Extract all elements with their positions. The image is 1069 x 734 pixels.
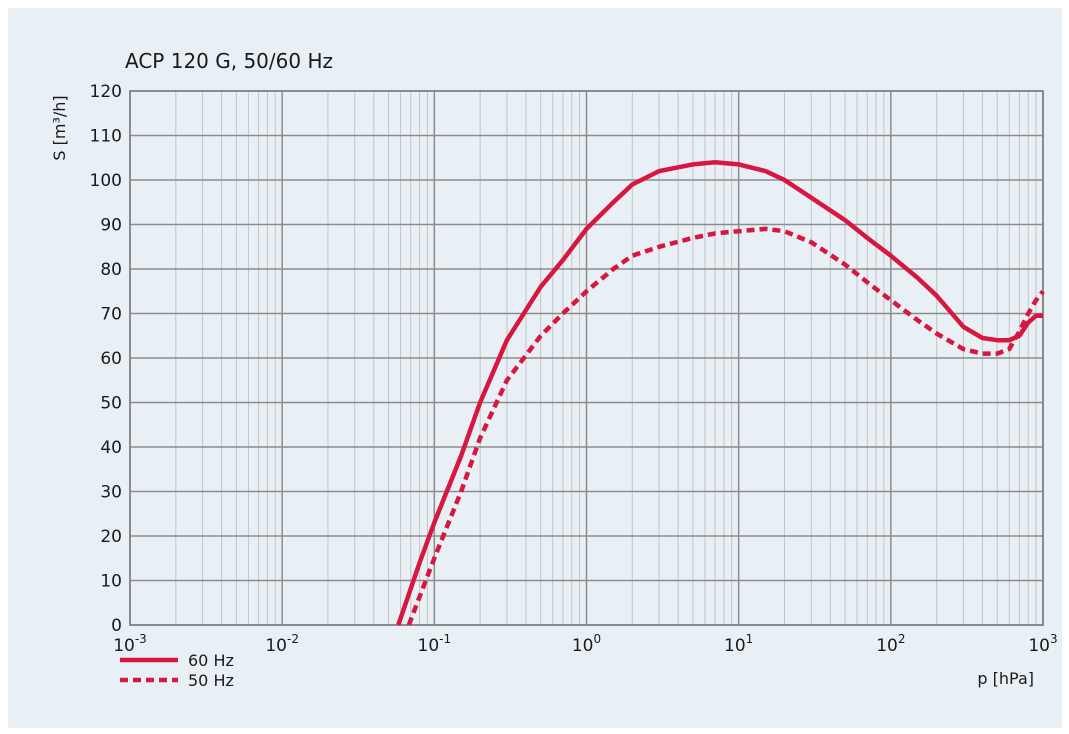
line-chart: ACP 120 G, 50/60 Hz 0 10 20 30 40 50 60 70 80 90 1… [50, 49, 1058, 690]
x-tick-label: 100 [572, 632, 601, 656]
x-tick-label: 103 [1028, 632, 1057, 656]
legend-label: 50 Hz [188, 671, 234, 690]
x-tick-labels: 10-3 10-2 10-1 100 101 102 103 [113, 632, 1057, 656]
y-tick-label: 60 [100, 349, 122, 369]
y-tick-label: 110 [90, 127, 122, 147]
series-line [406, 226, 1045, 626]
plot-frame [129, 90, 1044, 626]
x-tick-label: 10-1 [418, 632, 452, 656]
x-tick-label: 102 [876, 632, 905, 656]
y-tick-label: 40 [100, 438, 122, 458]
legend-label: 60 Hz [188, 651, 234, 670]
y-tick-label: 50 [100, 394, 122, 414]
y-tick-label: 100 [90, 171, 122, 191]
y-tick-label: 90 [100, 216, 122, 236]
x-axis-label: p [hPa] [977, 669, 1034, 688]
chart-title: ACP 120 G, 50/60 Hz [125, 49, 333, 73]
chart-panel: ACP 120 G, 50/60 Hz 0 10 20 30 40 50 60 70 80 90 1… [8, 8, 1062, 728]
y-tick-label: 80 [100, 260, 122, 280]
y-tick-label: 70 [100, 305, 122, 325]
y-axis-label: S [m³/h] [50, 95, 69, 160]
y-tick-label: 0 [111, 616, 122, 636]
x-tick-label: 10-3 [113, 632, 147, 656]
y-tick-labels: 0 10 20 30 40 50 60 70 80 90 100 110 120 [90, 82, 122, 636]
grid [129, 90, 1044, 626]
x-tick-label: 10-2 [265, 632, 299, 656]
y-tick-label: 20 [100, 527, 122, 547]
x-tick-label: 101 [724, 632, 753, 656]
y-tick-label: 120 [90, 82, 122, 102]
series-line [396, 159, 1043, 626]
series-lines [396, 159, 1045, 626]
y-tick-label: 30 [100, 483, 122, 503]
y-tick-label: 10 [100, 572, 122, 592]
